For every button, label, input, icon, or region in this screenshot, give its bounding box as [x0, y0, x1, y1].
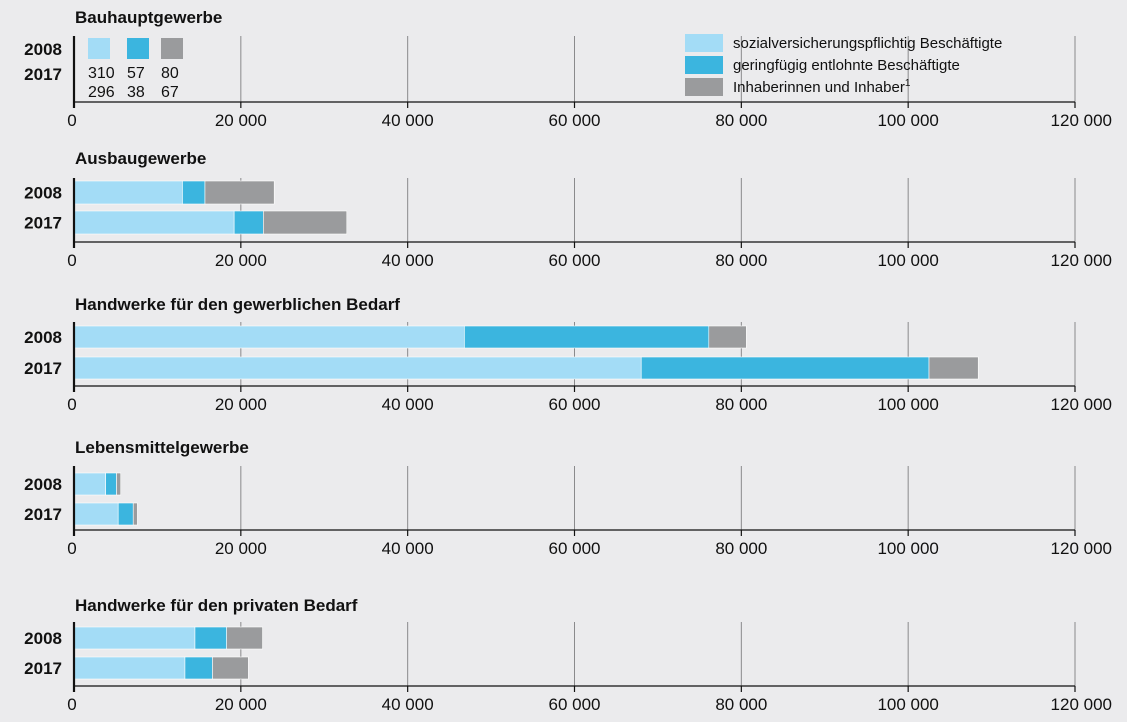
bar-segment: [263, 210, 348, 235]
panel-1: Bauhauptgewerbe 2008 2017 310 296 57 38 80 67 0 20…: [24, 8, 1112, 130]
year-label: 2008: [24, 40, 62, 59]
inline-value: 67: [161, 84, 179, 101]
bar-segment: [73, 656, 186, 680]
x-tick-label: 80 000: [715, 395, 767, 414]
bar-segment: [132, 502, 138, 526]
x-tick-label: 80 000: [715, 111, 767, 130]
legend-swatch: [685, 34, 723, 52]
x-tick-label: 100 000: [877, 695, 938, 714]
x-tick-label: 80 000: [715, 695, 767, 714]
x-tick-label: 100 000: [877, 251, 938, 270]
year-label: 2017: [24, 214, 62, 233]
year-label: 2017: [24, 65, 62, 84]
bar-segment: [464, 325, 710, 349]
panel-5: Handwerke für den privaten Bedarf 2008 201…: [24, 596, 1112, 714]
inline-value: 57: [127, 65, 145, 82]
bar-segment: [928, 356, 979, 380]
panel-title: Bauhauptgewerbe: [75, 8, 222, 27]
x-tick-label: 20 000: [215, 539, 267, 558]
x-tick-label: 40 000: [382, 251, 434, 270]
x-tick-label: 60 000: [549, 395, 601, 414]
bar-segment: [73, 210, 235, 235]
inline-swatch: [88, 38, 110, 59]
bar-segment: [226, 626, 263, 650]
inline-value: 310: [88, 65, 115, 82]
x-tick-label: 60 000: [549, 539, 601, 558]
inline-value: 80: [161, 65, 179, 82]
legend-label: sozialversicherungspflichtig Beschäftigt…: [733, 35, 1002, 52]
panel-title: Handwerke für den gewerblichen Bedarf: [75, 295, 400, 314]
x-tick-label: 60 000: [549, 695, 601, 714]
year-label: 2008: [24, 328, 62, 347]
bar-segment: [117, 502, 134, 526]
x-tick-label: 0: [67, 695, 76, 714]
year-label: 2017: [24, 505, 62, 524]
x-tick-label: 80 000: [715, 251, 767, 270]
x-tick-label: 120 000: [1051, 539, 1112, 558]
x-tick-label: 120 000: [1051, 111, 1112, 130]
year-label: 2017: [24, 359, 62, 378]
legend-label: geringfügig entlohnte Beschäftigte: [733, 57, 960, 74]
x-tick-label: 20 000: [215, 395, 267, 414]
legend-footnote-marker: 1: [905, 78, 911, 89]
bar-segment: [105, 472, 117, 496]
bar-segment: [73, 626, 196, 650]
x-tick-label: 0: [67, 111, 76, 130]
x-tick-label: 100 000: [877, 111, 938, 130]
x-tick-label: 40 000: [382, 111, 434, 130]
legend-label: Inhaberinnen und Inhaber1: [733, 78, 911, 96]
panel-title: Ausbaugewerbe: [75, 149, 206, 168]
bar-segment: [182, 180, 206, 205]
legend-swatch: [685, 56, 723, 74]
x-tick-label: 120 000: [1051, 695, 1112, 714]
x-tick-label: 120 000: [1051, 251, 1112, 270]
year-label: 2008: [24, 475, 62, 494]
bar-segment: [194, 626, 227, 650]
inline-value: 296: [88, 84, 115, 101]
bar-segment: [212, 656, 249, 680]
x-tick-label: 40 000: [382, 395, 434, 414]
x-tick-label: 20 000: [215, 695, 267, 714]
x-tick-label: 120 000: [1051, 395, 1112, 414]
bar-segment: [708, 325, 747, 349]
year-label: 2017: [24, 659, 62, 678]
bar-segment: [233, 210, 264, 235]
x-tick-label: 0: [67, 539, 76, 558]
x-tick-label: 80 000: [715, 539, 767, 558]
x-tick-label: 60 000: [549, 251, 601, 270]
x-tick-label: 100 000: [877, 539, 938, 558]
bar-segment: [204, 180, 275, 205]
x-tick-label: 20 000: [215, 251, 267, 270]
panel-3: Handwerke für den gewerblichen Bedarf 200…: [24, 295, 1112, 414]
bar-segment: [73, 472, 106, 496]
x-tick-label: 100 000: [877, 395, 938, 414]
x-tick-label: 40 000: [382, 539, 434, 558]
panel-4: Lebensmittelgewerbe 2008 2017 0 20 000 40 000…: [24, 438, 1112, 558]
panel-2: Ausbaugewerbe 2008 2017 0 20 000 40 000 60 000…: [24, 149, 1112, 270]
bar-segment: [73, 180, 183, 205]
bar-segment: [73, 502, 119, 526]
year-label: 2008: [24, 184, 62, 203]
x-tick-label: 0: [67, 395, 76, 414]
inline-swatch: [161, 38, 183, 59]
legend-swatch: [685, 78, 723, 96]
legend: sozialversicherungspflichtig Beschäftigt…: [685, 34, 1002, 96]
x-tick-label: 60 000: [549, 111, 601, 130]
bar-segment: [184, 656, 213, 680]
bar-segment: [73, 325, 465, 349]
bar-segment: [116, 472, 122, 496]
year-label: 2008: [24, 629, 62, 648]
x-tick-label: 20 000: [215, 111, 267, 130]
x-tick-label: 0: [67, 251, 76, 270]
x-tick-label: 40 000: [382, 695, 434, 714]
inline-value: 38: [127, 84, 145, 101]
bar-segment: [640, 356, 930, 380]
panel-title: Handwerke für den privaten Bedarf: [75, 596, 358, 615]
inline-swatch: [127, 38, 149, 59]
panel-title: Lebensmittelgewerbe: [75, 438, 249, 457]
bar-segment: [73, 356, 642, 380]
